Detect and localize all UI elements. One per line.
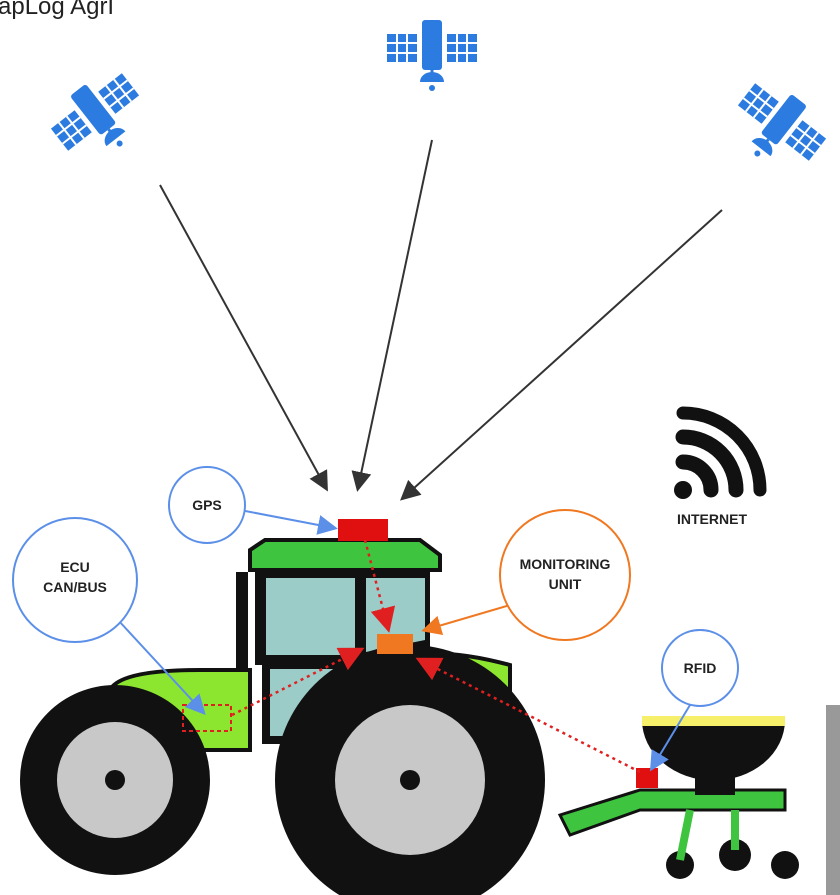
satellite [387, 20, 477, 91]
wifi-icon [674, 413, 760, 499]
title: apLog AgrI [0, 0, 114, 20]
internet-label: INTERNET [677, 511, 747, 527]
ecu-label: ECU [60, 559, 90, 575]
photo-fragment [826, 705, 840, 895]
satellite [720, 72, 835, 183]
seeder [560, 716, 799, 879]
gps-label: GPS [192, 497, 222, 513]
rfid-label: RFID [684, 660, 717, 676]
signal-arrows [160, 140, 722, 498]
page: {"header": {"title": "apLog AgrI"}, "nod… [0, 0, 840, 895]
ecu-label: CAN/BUS [43, 579, 107, 595]
satellite [42, 62, 157, 173]
monitoring-label: UNIT [549, 576, 582, 592]
monitoring-label: MONITORING [520, 556, 611, 572]
diagram: apLog AgrI INTERNET [0, 0, 840, 895]
